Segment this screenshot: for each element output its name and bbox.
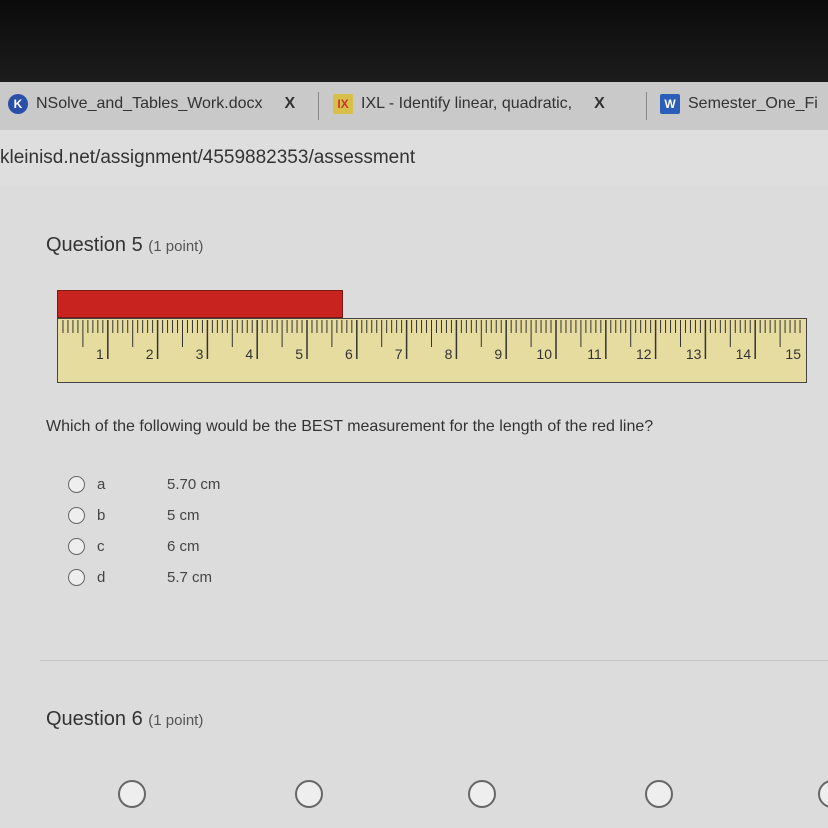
question-points: (1 point) bbox=[148, 238, 204, 255]
option-c[interactable]: c 6 cm bbox=[68, 538, 200, 555]
radio-button[interactable] bbox=[68, 569, 85, 586]
radio-button[interactable] bbox=[68, 476, 85, 493]
ixl-icon: IX bbox=[333, 94, 353, 114]
tab-title: NSolve_and_Tables_Work.docx bbox=[36, 95, 263, 112]
url-text: kleinisd.net/assignment/4559882353/asses… bbox=[0, 147, 416, 168]
radio-button[interactable] bbox=[468, 780, 496, 808]
question-6-title: Question 6 (1 point) bbox=[46, 708, 203, 731]
tab-semester[interactable]: W Semester_One_Fi bbox=[660, 94, 818, 114]
option-text: 5.70 cm bbox=[167, 476, 221, 493]
tab-ixl[interactable]: IX IXL - Identify linear, quadratic, X bbox=[333, 94, 605, 114]
ruler-label: 2 bbox=[146, 346, 154, 362]
tab-separator bbox=[646, 92, 647, 120]
ruler-label: 12 bbox=[636, 346, 652, 362]
ruler-label: 4 bbox=[245, 346, 253, 362]
ruler-label: 7 bbox=[395, 346, 403, 362]
ruler-label: 3 bbox=[196, 346, 204, 362]
ruler: 1 2 3 4 5 6 7 8 9 10 11 12 13 14 15 bbox=[57, 318, 807, 383]
screen-bezel bbox=[0, 0, 828, 82]
question-title: Question 6 bbox=[46, 708, 143, 730]
ruler-label: 11 bbox=[587, 346, 602, 362]
close-tab-button[interactable]: X bbox=[594, 95, 605, 112]
ruler-label: 1 bbox=[96, 346, 104, 362]
tab-bar: K NSolve_and_Tables_Work.docx X IX IXL - Id… bbox=[0, 82, 828, 130]
ruler-label: 6 bbox=[345, 346, 353, 362]
ruler-label: 14 bbox=[736, 346, 752, 362]
red-line bbox=[57, 290, 343, 318]
ruler-label: 8 bbox=[445, 346, 453, 362]
tab-title: Semester_One_Fi bbox=[688, 95, 818, 112]
ruler-label: 9 bbox=[494, 346, 502, 362]
option-a[interactable]: a 5.70 cm bbox=[68, 476, 220, 493]
option-letter: c bbox=[97, 538, 105, 555]
radio-button[interactable] bbox=[68, 507, 85, 524]
tab-separator bbox=[318, 92, 319, 120]
radio-button[interactable] bbox=[118, 780, 146, 808]
divider bbox=[40, 660, 828, 661]
question-title: Question 5 bbox=[46, 234, 143, 256]
option-text: 5.7 cm bbox=[167, 569, 213, 586]
k-icon: K bbox=[8, 94, 28, 114]
option-d[interactable]: d 5.7 cm bbox=[68, 569, 212, 586]
option-letter: d bbox=[97, 569, 106, 586]
option-letter: a bbox=[97, 476, 106, 493]
address-bar[interactable]: kleinisd.net/assignment/4559882353/asses… bbox=[0, 130, 828, 185]
ruler-label: 10 bbox=[536, 346, 552, 362]
close-tab-button[interactable]: X bbox=[284, 95, 296, 112]
option-letter: b bbox=[97, 507, 106, 524]
radio-button[interactable] bbox=[645, 780, 673, 808]
tab-title: IXL - Identify linear, quadratic, bbox=[361, 95, 573, 112]
ruler-label: 13 bbox=[686, 346, 702, 362]
question-prompt: Which of the following would be the BEST… bbox=[46, 418, 654, 435]
question-points: (1 point) bbox=[148, 712, 204, 729]
option-text: 5 cm bbox=[167, 507, 200, 524]
ruler-label: 15 bbox=[785, 346, 801, 362]
option-text: 6 cm bbox=[167, 538, 200, 555]
ruler-label: 5 bbox=[295, 346, 303, 362]
option-b[interactable]: b 5 cm bbox=[68, 507, 200, 524]
question-5-title: Question 5 (1 point) bbox=[46, 234, 203, 257]
word-icon: W bbox=[660, 94, 680, 114]
radio-button[interactable] bbox=[295, 780, 323, 808]
tab-nsolve[interactable]: K NSolve_and_Tables_Work.docx X bbox=[8, 94, 295, 114]
radio-button[interactable] bbox=[68, 538, 85, 555]
